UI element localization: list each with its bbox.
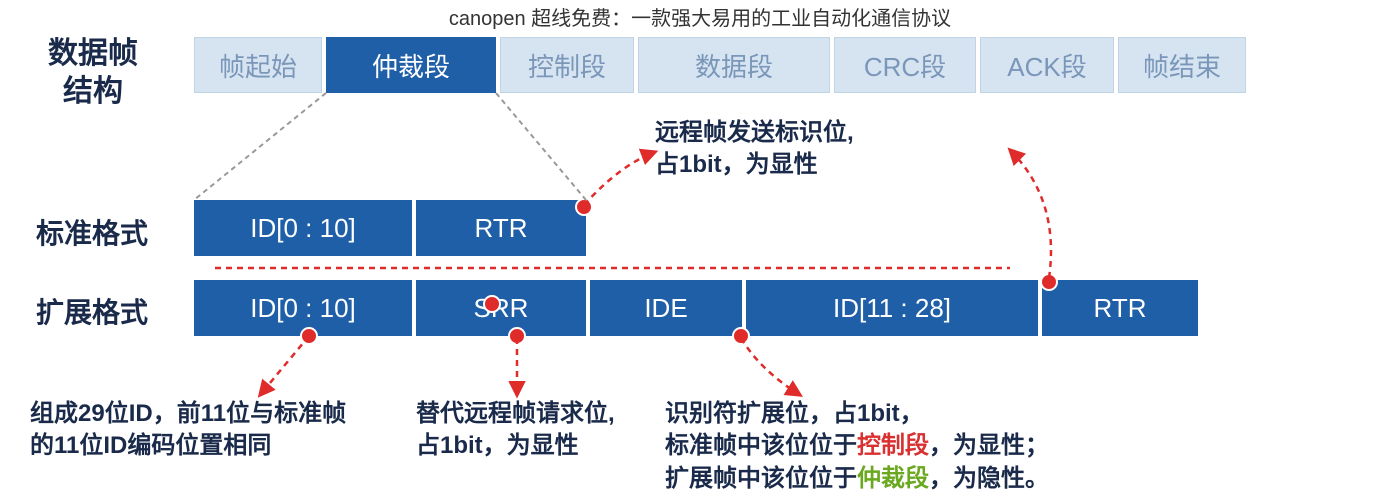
segment: 帧起始 <box>194 37 322 93</box>
note-srr: 替代远程帧请求位, 占1bit，为显性 <box>416 398 615 463</box>
segment: 数据段 <box>638 37 830 93</box>
note-ide: 识别符扩展位，占1bit， 标准帧中该位位于控制段，为显性； 扩展帧中该位位于仲… <box>665 398 1049 495</box>
dot-ide-ext <box>732 327 750 345</box>
segment: 控制段 <box>500 37 634 93</box>
field: IDE <box>590 280 742 336</box>
dot-id-ext <box>300 327 318 345</box>
standard-fields-row: ID[0 : 10]RTR <box>194 200 586 256</box>
extended-format-label: 扩展格式 <box>36 291 148 331</box>
segment: CRC段 <box>834 37 976 93</box>
field: RTR <box>416 200 586 256</box>
field: ID[11 : 28] <box>746 280 1038 336</box>
segment: 帧结束 <box>1118 37 1246 93</box>
dot-srr-ext <box>483 295 501 313</box>
page-title: canopen 超线免费：一款强大易用的工业自动化通信协议 <box>0 0 1400 31</box>
frame-struct-label: 数据帧结构 <box>48 35 138 110</box>
frame-segments-row: 帧起始仲裁段控制段数据段CRC段ACK段帧结束 <box>194 37 1246 93</box>
standard-format-label: 标准格式 <box>36 212 148 252</box>
field: SRR <box>416 280 586 336</box>
dot-srr-ext2 <box>508 327 526 345</box>
note-rtr: 远程帧发送标识位, 占1bit，为显性 <box>655 117 854 182</box>
field: ID[0 : 10] <box>194 200 412 256</box>
field: RTR <box>1042 280 1198 336</box>
segment: 仲裁段 <box>326 37 496 93</box>
dot-rtr-std <box>575 198 593 216</box>
dot-rtr-ext <box>1040 273 1058 291</box>
note-id29: 组成29位ID，前11位与标准帧 的11位ID编码位置相同 <box>30 398 346 463</box>
segment: ACK段 <box>980 37 1114 93</box>
